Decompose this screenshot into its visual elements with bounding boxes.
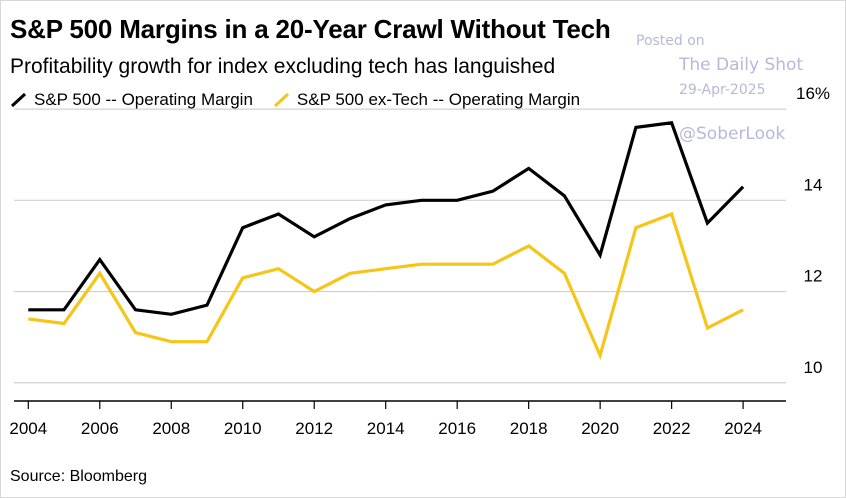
legend: S&P 500 -- Operating Margin S&P 500 ex-T… (10, 90, 600, 110)
x-tick-label: 2020 (581, 419, 619, 438)
y-tick-label: 14 (804, 175, 823, 194)
y-tick-label: 16% (796, 84, 830, 103)
y-tick-label: 10 (804, 358, 823, 377)
watermark-handle: @SoberLook (679, 124, 786, 144)
chart-subtitle: Profitability growth for index excluding… (10, 55, 556, 78)
legend-swatch-ex-tech (273, 92, 289, 108)
x-tick-label: 2012 (295, 419, 333, 438)
watermark-posted-on: Posted on (636, 33, 705, 49)
x-tick-label: 2008 (152, 419, 190, 438)
legend-item-ex-tech: S&P 500 ex-Tech -- Operating Margin (273, 90, 580, 110)
series-line-ex-tech (28, 211, 744, 361)
x-tick-label: 2022 (653, 419, 691, 438)
legend-swatch-sp500 (10, 92, 27, 108)
legend-item-sp500: S&P 500 -- Operating Margin (10, 90, 253, 110)
x-tick-label: 2010 (224, 419, 262, 438)
x-tick-label: 2024 (724, 419, 762, 438)
source-note: Source: Bloomberg (10, 468, 147, 485)
watermark-publisher: The Daily Shot (679, 55, 804, 75)
chart-title: S&P 500 Margins in a 20-Year Crawl Witho… (10, 14, 611, 44)
watermark-date: 29-Apr-2025 (679, 82, 766, 98)
legend-label-ex-tech: S&P 500 ex-Tech -- Operating Margin (296, 90, 581, 109)
x-tick-label: 2016 (438, 419, 476, 438)
legend-label-sp500: S&P 500 -- Operating Margin (34, 90, 253, 109)
series-line-sp500 (28, 121, 745, 316)
y-tick-label: 12 (804, 267, 823, 286)
x-tick-label: 2006 (81, 419, 119, 438)
x-tick-label: 2014 (367, 419, 405, 438)
x-tick-label: 2004 (9, 419, 47, 438)
x-tick-label: 2018 (510, 419, 548, 438)
